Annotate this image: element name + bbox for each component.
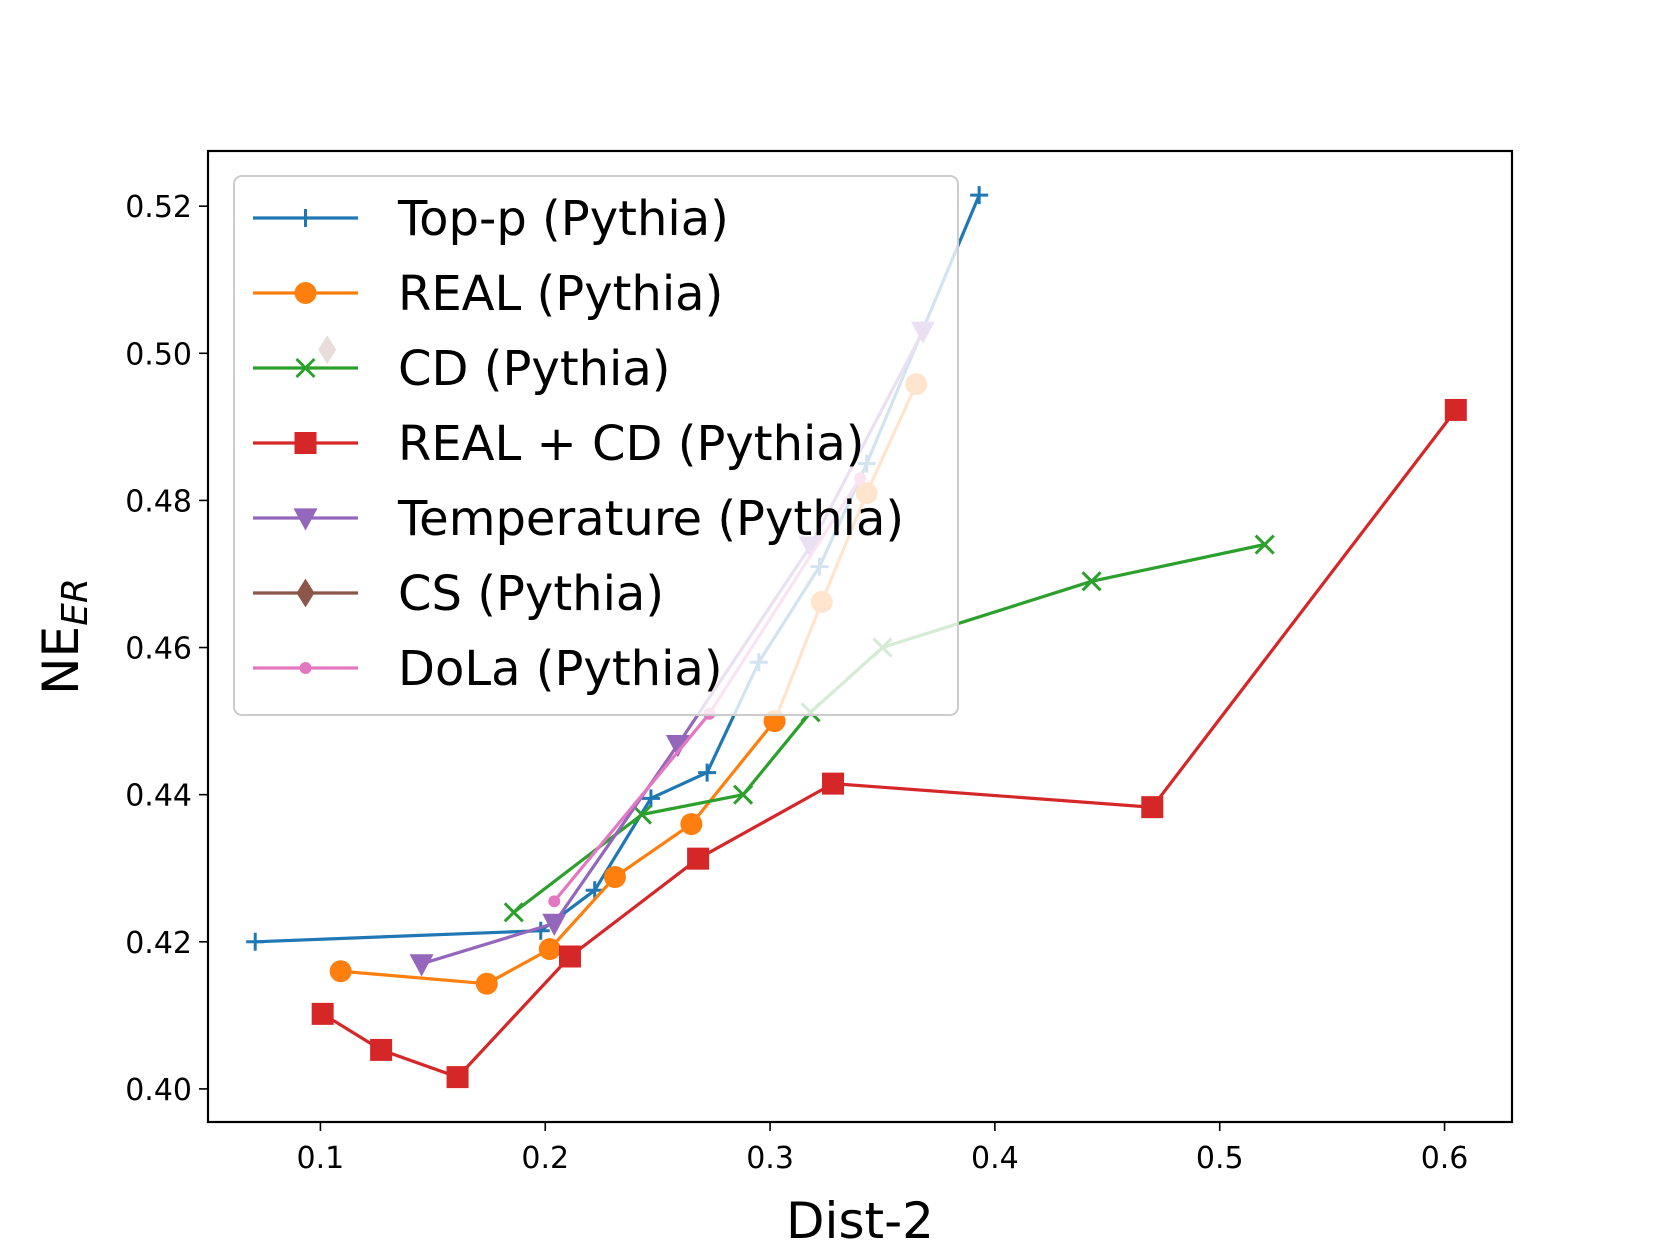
legend-entry-real-pythia: REAL (Pythia) bbox=[253, 266, 723, 322]
data-point-temperature-pythia bbox=[409, 954, 434, 977]
data-point-dola-pythia bbox=[548, 895, 561, 908]
legend-marker bbox=[293, 508, 318, 531]
legend-label: DoLa (Pythia) bbox=[398, 641, 723, 697]
data-point-temperature-pythia bbox=[665, 735, 690, 758]
legend-label: Top-p (Pythia) bbox=[397, 191, 729, 247]
legend-box bbox=[233, 175, 959, 716]
data-point-real-pythia bbox=[680, 813, 703, 836]
legend-marker bbox=[294, 282, 317, 304]
legend-entry-dola-pythia: DoLa (Pythia) bbox=[253, 641, 723, 697]
data-point-real-pythia bbox=[329, 960, 352, 983]
legend-marker bbox=[299, 662, 312, 674]
data-point-real-cd-pythia bbox=[1444, 398, 1467, 421]
axis-ticks: 0.1 0.2 0.3 0.4 0.5 0.6 0.40 0.42 0.44 0.46 0.48 0.… bbox=[125, 190, 1468, 1176]
x-tick-label: 0.4 bbox=[971, 1141, 1019, 1176]
x-tick-label: 0.1 bbox=[297, 1141, 345, 1176]
data-point-real-cd-pythia bbox=[446, 1066, 469, 1089]
legend-label: REAL + CD (Pythia) bbox=[398, 416, 865, 472]
legend-label: Temperature (Pythia) bbox=[397, 491, 904, 547]
data-point-temperature-pythia bbox=[542, 913, 567, 936]
data-point-real-cd-pythia bbox=[822, 772, 845, 795]
data-point-real-pythia bbox=[538, 938, 561, 961]
x-tick-label: 0.6 bbox=[1421, 1141, 1469, 1176]
y-tick-label: 0.44 bbox=[125, 779, 192, 814]
x-tick-label: 0.5 bbox=[1196, 1141, 1244, 1176]
legend-label: REAL (Pythia) bbox=[398, 266, 723, 322]
axes-frame bbox=[206, 149, 1514, 1124]
data-point-top-p-pythia bbox=[698, 763, 717, 782]
data-point-cd-pythia bbox=[503, 902, 524, 923]
y-tick-label: 0.40 bbox=[125, 1073, 192, 1108]
data-point-real-cd-pythia bbox=[370, 1038, 393, 1061]
data-point-cd-pythia bbox=[631, 804, 652, 825]
data-point-real-cd-pythia bbox=[558, 945, 581, 968]
data-point-cd-pythia bbox=[733, 784, 754, 805]
y-tick-label: 0.42 bbox=[125, 926, 192, 961]
data-point-top-p-pythia bbox=[246, 932, 265, 951]
x-axis-title: Dist-2 bbox=[786, 1192, 934, 1245]
y-tick-label: 0.50 bbox=[125, 337, 192, 372]
legend-label: CS (Pythia) bbox=[398, 566, 664, 622]
data-point-real-pythia bbox=[475, 972, 498, 995]
y-tick-label: 0.46 bbox=[125, 632, 192, 667]
y-tick-label: 0.48 bbox=[125, 484, 192, 519]
series-real-cd-pythia bbox=[311, 398, 1467, 1089]
legend-entry-real-cd-pythia: REAL + CD (Pythia) bbox=[253, 416, 865, 472]
data-point-cd-pythia bbox=[1254, 534, 1275, 555]
data-point-real-cd-pythia bbox=[687, 847, 710, 870]
data-point-cd-pythia bbox=[1081, 571, 1102, 592]
legend-marker bbox=[294, 432, 317, 454]
series-line-real-cd-pythia bbox=[321, 408, 1458, 1079]
x-tick-label: 0.3 bbox=[746, 1141, 794, 1176]
y-axis-title: NEER bbox=[32, 578, 96, 695]
legend-entry-cd-pythia: CD (Pythia) bbox=[253, 341, 671, 397]
y-tick-label: 0.52 bbox=[125, 190, 192, 225]
legend-entry-cs-pythia: CS (Pythia) bbox=[253, 566, 664, 622]
x-tick-label: 0.2 bbox=[521, 1141, 569, 1176]
legend-marker bbox=[296, 209, 315, 227]
legend-marker bbox=[295, 357, 316, 379]
legend: Top-p (Pythia) REAL (Pythia) CD (Pythia) RE… bbox=[233, 175, 959, 716]
legend-entry-temperature-pythia: Temperature (Pythia) bbox=[253, 491, 904, 547]
data-point-top-p-pythia bbox=[641, 789, 660, 808]
data-point-top-p-pythia bbox=[585, 881, 604, 900]
legend-entry-top-p-pythia: Top-p (Pythia) bbox=[253, 191, 729, 247]
data-point-real-cd-pythia bbox=[1141, 796, 1164, 819]
y-axis-title-main: NE bbox=[32, 626, 90, 695]
data-point-top-p-pythia bbox=[970, 186, 989, 205]
legend-label: CD (Pythia) bbox=[398, 341, 671, 397]
y-axis-title-subscript: ER bbox=[55, 578, 96, 626]
legend-marker bbox=[296, 578, 315, 608]
data-point-real-cd-pythia bbox=[311, 1002, 334, 1025]
data-point-real-pythia bbox=[603, 866, 626, 889]
